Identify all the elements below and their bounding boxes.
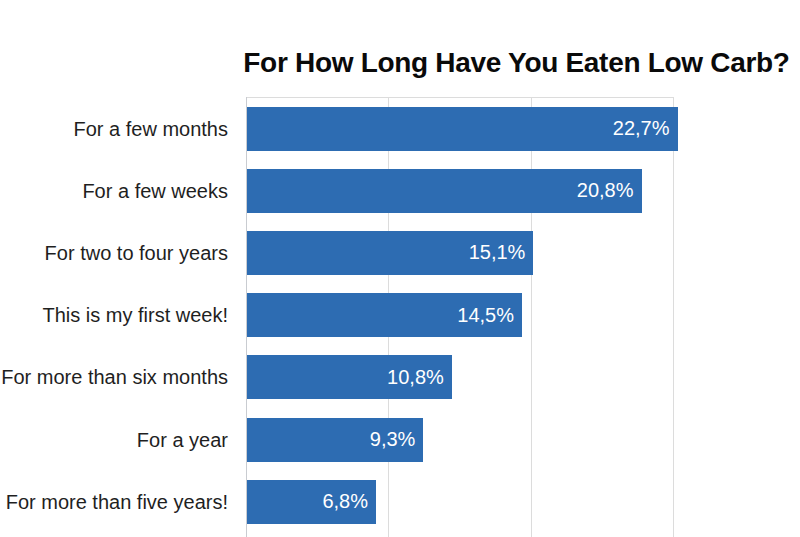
category-label: For more than five years! <box>0 480 228 524</box>
category-label: For more than six months <box>0 355 228 399</box>
bar: 9,3% <box>247 418 423 462</box>
bar: 10,8% <box>247 355 452 399</box>
category-label: For two to four years <box>0 231 228 275</box>
bar-value-label: 10,8% <box>387 366 452 389</box>
category-label: For a few weeks <box>0 169 228 213</box>
category-label: This is my first week! <box>0 293 228 337</box>
bar: 15,1% <box>247 231 533 275</box>
bar: 14,5% <box>247 293 522 337</box>
category-axis-labels: For a few months For a few weeks For two t… <box>0 97 228 537</box>
bar-value-label: 14,5% <box>457 304 522 327</box>
bar-value-label: 9,3% <box>370 428 424 451</box>
gridline-vertical <box>531 97 532 537</box>
bar-value-label: 22,7% <box>613 117 678 140</box>
bar: 22,7% <box>247 107 678 151</box>
category-label: For a few months <box>0 107 228 151</box>
bar-chart: For How Long Have You Eaten Low Carb? 22… <box>0 0 800 537</box>
plot-area: 22,7% 20,8% 15,1% 14,5% 10,8% 9,3% 6,8% <box>246 97 800 537</box>
gridline-vertical <box>673 97 674 537</box>
plot-top-border <box>246 97 674 98</box>
bar-value-label: 6,8% <box>322 490 376 513</box>
bar: 6,8% <box>247 480 376 524</box>
bar-value-label: 15,1% <box>469 241 534 264</box>
category-label: For a year <box>0 418 228 462</box>
bar-value-label: 20,8% <box>577 179 642 202</box>
bar: 20,8% <box>247 169 642 213</box>
chart-title: For How Long Have You Eaten Low Carb? <box>233 47 800 79</box>
